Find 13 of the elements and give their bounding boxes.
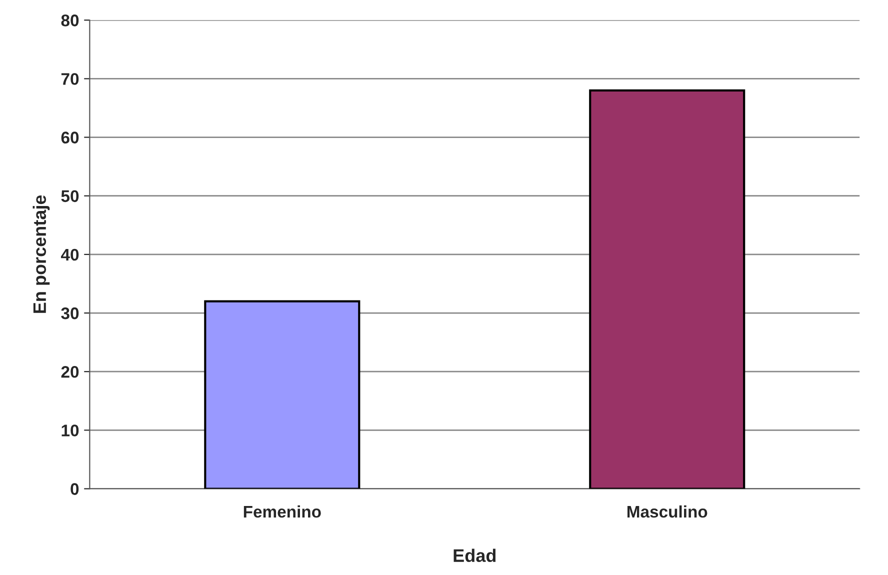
y-tick-label: 30	[61, 307, 79, 320]
y-tick-label: 10	[62, 424, 79, 436]
y-tick-label: 50	[61, 190, 79, 202]
y-tick-label: 80	[61, 14, 79, 26]
y-tick-label: 40	[60, 248, 79, 261]
y-tick-label: 70	[61, 73, 79, 85]
y-axis-title: En porcentaje	[32, 195, 50, 313]
x-tick-label: Masculino	[627, 505, 708, 518]
x-axis-title: Edad	[454, 548, 496, 562]
y-tick-label: 60	[61, 132, 79, 144]
x-tick-label: Femenino	[244, 505, 321, 518]
y-tick-label: 20	[61, 366, 79, 378]
y-tick-label: 0	[70, 483, 79, 495]
